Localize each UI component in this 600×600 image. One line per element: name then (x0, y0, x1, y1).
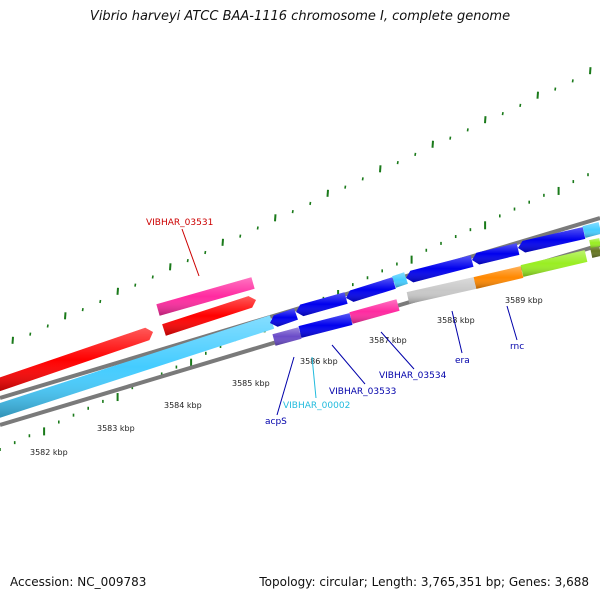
gene-label-leader (331, 344, 366, 385)
outer-tick-marks (11, 67, 592, 344)
accession-label: Accession: NC_009783 (10, 575, 147, 589)
outer-tick (99, 299, 102, 304)
feature-lime-shade (520, 250, 588, 277)
outer-tick (431, 140, 434, 148)
gene-label: VIBHAR_03534 (379, 371, 447, 381)
gene-label-leader (311, 356, 317, 399)
outer-tick (554, 87, 557, 91)
outer-tick (379, 165, 382, 173)
outer-tick (291, 209, 294, 214)
gene-label: VIBHAR_03531 (146, 218, 213, 228)
outer-tick (204, 250, 207, 255)
gene-label: rnc (510, 342, 524, 352)
outer-tick (536, 91, 539, 99)
outer-tick (361, 177, 364, 181)
scale-label: 3588 kbp (437, 316, 475, 325)
outer-tick (396, 160, 399, 165)
outer-tick (519, 103, 522, 108)
outer-tick (11, 336, 14, 344)
scale-label: 3583 kbp (97, 424, 135, 433)
feature-red-2-shade (162, 296, 256, 336)
outer-tick (134, 283, 137, 287)
feature-era-shade (406, 277, 477, 304)
gene-label-leader (276, 356, 295, 416)
outer-tick (484, 116, 487, 124)
feature-cyan-long-shade (0, 315, 275, 418)
genome-stats-label: Topology: circular; Length: 3,765,351 bp… (259, 575, 589, 589)
outer-tick (274, 214, 277, 222)
feature-blue-4-shade (406, 255, 474, 283)
outer-tick (46, 324, 49, 328)
outer-tick (344, 185, 347, 189)
outer-tick (309, 201, 312, 206)
scale-labels: 3582 kbp 3583 kbp 3584 kbp 3585 kbp 3586 kbp… (30, 296, 543, 457)
feature-blue-2-shade (296, 292, 348, 317)
gene-labels: VIBHAR_03531 acpS VIBHAR_00002 VIBHAR_03533… (146, 218, 524, 427)
feature-pink-2-shade (349, 299, 400, 324)
outer-tick (151, 275, 154, 279)
feature-pink-1-shade (156, 277, 255, 316)
outer-tick (501, 111, 504, 116)
outer-tick (169, 263, 172, 271)
scale-label: 3586 kbp (300, 357, 338, 366)
feature-lime-edge-shade (589, 238, 600, 248)
feature-blue-5-shade (472, 243, 520, 265)
feature-vibhar-03531-shade (0, 327, 153, 392)
feature-cyan-edge-shade (582, 222, 600, 238)
feature-blue-1-shade (270, 308, 298, 327)
outer-tick (81, 308, 84, 312)
scale-label: 3587 kbp (369, 336, 407, 345)
feature-orange-shade (473, 266, 524, 289)
scale-label: 3584 kbp (164, 401, 202, 410)
feature-blue-6-shade (518, 227, 586, 253)
outer-tick (449, 136, 452, 140)
outer-tick (466, 128, 469, 132)
feature-cyan-small-shade (392, 272, 408, 288)
gene-label: VIBHAR_03533 (329, 387, 396, 397)
outer-tick (239, 234, 242, 238)
gene-label-leader (451, 310, 463, 354)
gene-label: VIBHAR_00002 (283, 401, 350, 411)
gene-features (0, 222, 600, 418)
outer-tick (116, 287, 119, 295)
outer-tick (256, 226, 259, 230)
feature-vibhar-03533-shade (298, 313, 353, 338)
feature-acps-shade (272, 327, 302, 346)
outer-tick (29, 332, 32, 336)
outer-tick (414, 152, 417, 157)
map-title: Vibrio harveyi ATCC BAA-1116 chromosome … (89, 9, 511, 24)
outer-tick (571, 79, 574, 83)
feature-blue-3-shade (346, 277, 396, 302)
scale-label: 3589 kbp (505, 296, 543, 305)
outer-tick (64, 312, 67, 320)
gene-label: era (455, 356, 470, 366)
gene-label-leader (506, 305, 518, 341)
scale-label: 3582 kbp (30, 448, 68, 457)
outer-tick (589, 67, 592, 75)
gene-label: acpS (265, 417, 287, 427)
outer-tick (221, 238, 224, 246)
outer-tick (326, 189, 329, 197)
gene-label-leader (380, 331, 415, 370)
gene-label-leader (181, 228, 200, 277)
outer-tick (186, 258, 189, 263)
scale-label: 3585 kbp (232, 379, 270, 388)
